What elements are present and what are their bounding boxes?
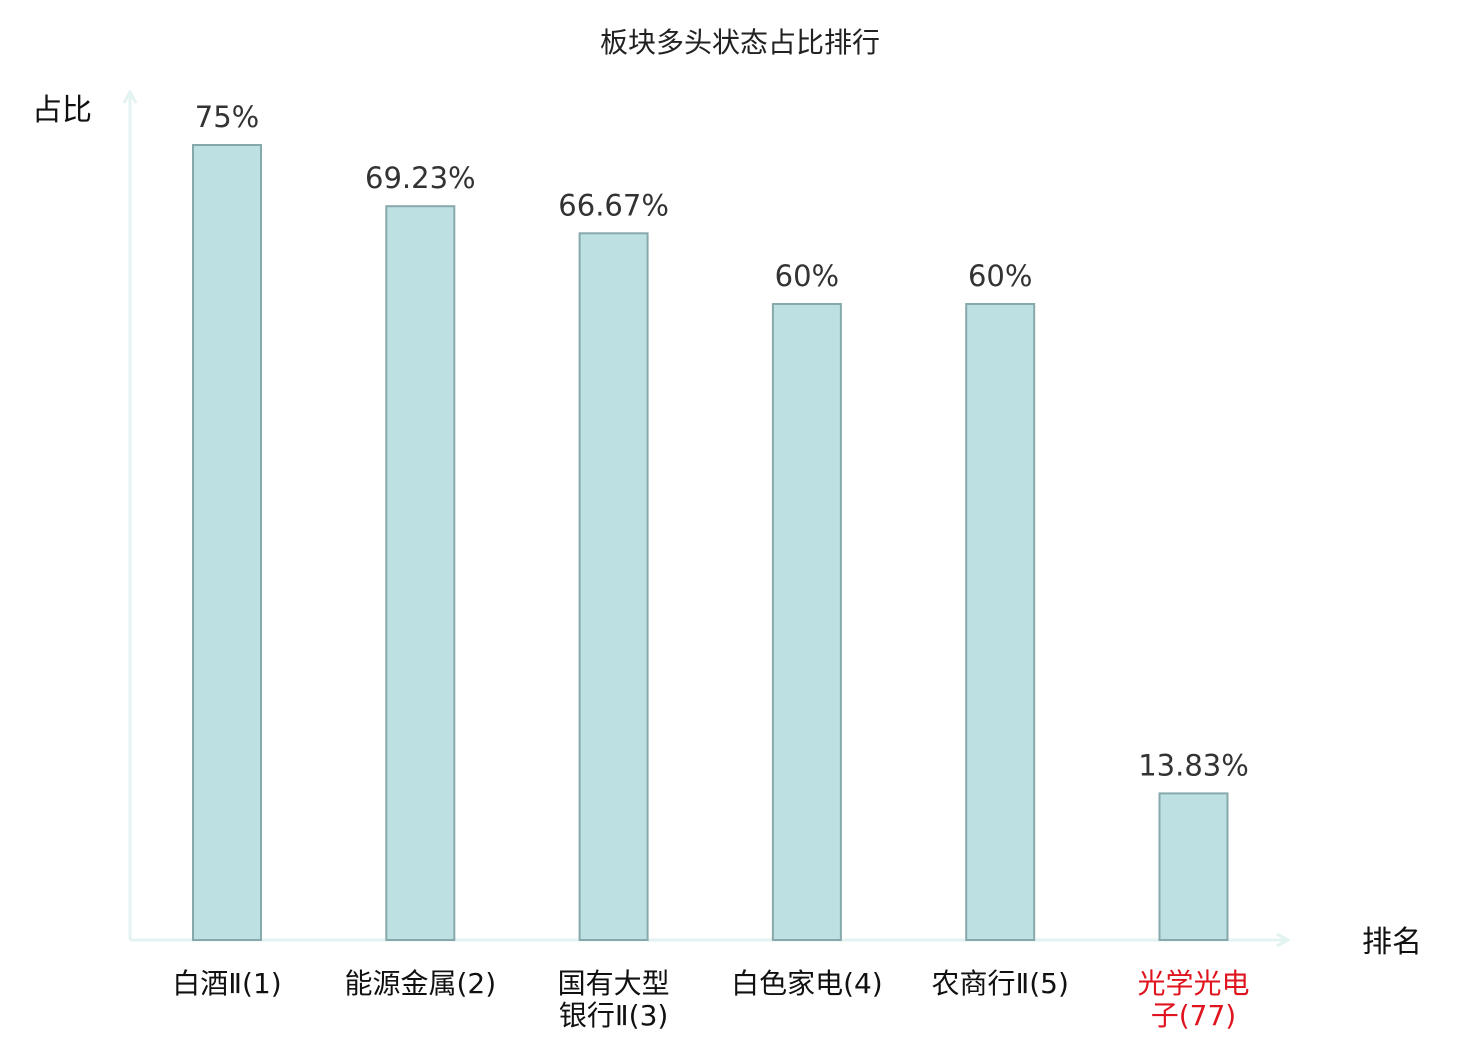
chart-title: 板块多头状态占比排行 — [600, 26, 880, 59]
category-label-6-line-1: 光学光电 — [1137, 967, 1249, 1000]
category-label-2: 能源金属(2) — [344, 967, 496, 1000]
value-label-2: 69.23% — [365, 161, 476, 195]
value-label-5: 60% — [968, 259, 1032, 293]
value-label-6: 13.83% — [1138, 748, 1249, 782]
bar-3 — [578, 232, 649, 942]
value-label-3: 66.67% — [558, 188, 669, 222]
category-label-3-line-2: 银行Ⅱ(3) — [559, 999, 668, 1032]
value-label-4: 60% — [775, 259, 839, 293]
category-label-5: 农商行Ⅱ(5) — [931, 967, 1068, 1000]
category-label-1: 白酒Ⅱ(1) — [172, 967, 281, 1000]
y-axis-label: 占比 — [32, 93, 92, 128]
bar-2 — [385, 205, 456, 941]
bar-1 — [192, 144, 262, 941]
bar-5 — [965, 303, 1036, 941]
category-label-4: 白色家电(4) — [731, 967, 883, 1000]
category-label-6-line-2: 子(77) — [1151, 999, 1236, 1032]
bar-4 — [771, 303, 842, 941]
value-label-1: 75% — [195, 100, 259, 134]
category-label-3-line-1: 国有大型 — [558, 967, 670, 1000]
bar-6 — [1158, 792, 1229, 942]
x-axis-label: 排名 — [1362, 925, 1422, 960]
